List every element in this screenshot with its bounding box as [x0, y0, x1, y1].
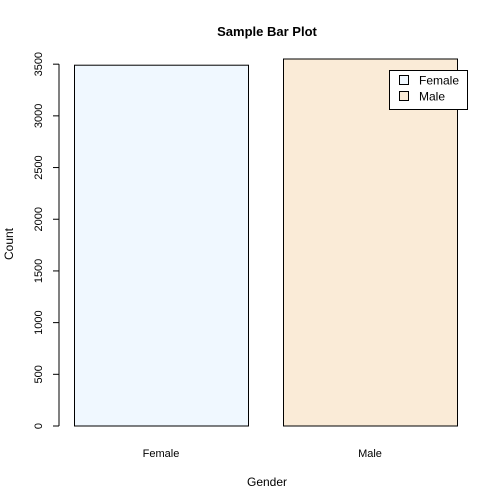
y-axis-label: Count: [2, 227, 16, 260]
y-axis: 0 500 1000 1500 2000 2500 3000 3500: [33, 52, 60, 429]
legend-swatch: [399, 75, 409, 85]
bar-male: [283, 58, 458, 427]
legend-label: Male: [419, 90, 445, 104]
legend-label: Female: [419, 74, 459, 88]
y-tick-label: 500: [33, 365, 45, 383]
legend: Female Male: [389, 70, 468, 110]
legend-swatch: [399, 91, 409, 101]
y-tick-label: 1000: [33, 310, 45, 334]
y-tick-label: 2000: [33, 207, 45, 231]
y-tick-label: 0: [33, 423, 45, 429]
bars: [74, 58, 458, 427]
x-tick-label: Male: [358, 448, 382, 460]
x-tick-label: Female: [143, 448, 180, 460]
y-tick-label: 1500: [33, 259, 45, 283]
y-tick-label: 3500: [33, 52, 45, 76]
y-tick-label: 3000: [33, 104, 45, 128]
x-axis-tick-labels: Female Male: [143, 448, 382, 460]
bar-female: [74, 64, 249, 427]
chart-title: Sample Bar Plot: [217, 24, 317, 39]
y-tick-label: 2500: [33, 155, 45, 179]
x-axis-label: Gender: [247, 475, 287, 489]
